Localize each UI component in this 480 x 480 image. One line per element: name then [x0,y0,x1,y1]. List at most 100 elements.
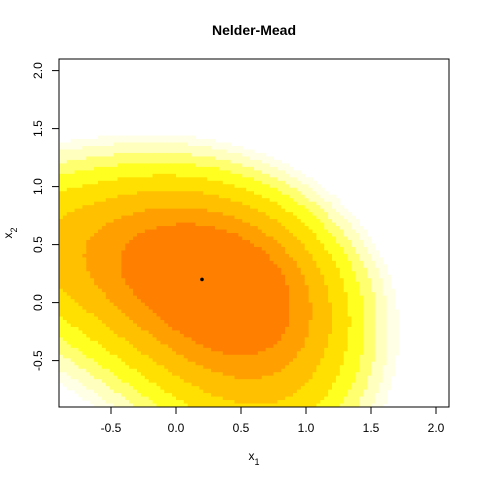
heatmap-cell [250,340,255,345]
heatmap-cell [74,285,80,290]
heatmap-cell [172,288,177,293]
heatmap-cell [304,278,310,283]
heatmap-cell [308,316,314,321]
heatmap-cell [215,299,220,304]
heatmap-cell [289,393,294,398]
heatmap-cell [234,323,239,328]
heatmap-cell [308,229,314,234]
heatmap-cell [148,365,154,370]
heatmap-cell [66,243,72,248]
heatmap-cell [183,340,189,345]
heatmap-cell [172,323,177,328]
heatmap-cell [250,194,255,199]
heatmap-cell [293,170,298,175]
heatmap-cell [269,386,275,391]
heatmap-cell [183,382,189,387]
heatmap-cell [94,316,99,321]
heatmap-cell [133,187,138,192]
heatmap-cell [70,264,76,269]
heatmap-cell [308,320,314,325]
heatmap-cell [152,361,158,366]
heatmap-cell [62,236,68,241]
heatmap-cell [148,159,154,164]
heatmap-cell [257,260,263,265]
heatmap-cell [289,337,294,342]
heatmap-cell [191,170,197,175]
heatmap-cell [273,246,278,251]
heatmap-cell [281,393,286,398]
heatmap-cell [269,271,275,276]
heatmap-cell [296,309,302,314]
heatmap-cell [183,288,189,293]
heatmap-cell [94,253,99,258]
heatmap-cell [195,285,200,290]
heatmap-cell [66,347,72,352]
heatmap-cell [152,135,158,140]
heatmap-cell [183,205,189,210]
heatmap-cell [179,340,185,345]
heatmap-cell [183,271,189,276]
heatmap-cell [168,340,173,345]
heatmap-cell [183,257,189,262]
heatmap-cell [164,400,169,405]
heatmap-cell [160,222,165,227]
heatmap-cell [137,250,142,255]
heatmap-cell [273,400,278,405]
heatmap-cell [160,177,165,182]
heatmap-cell [62,368,68,373]
heatmap-cell [90,215,95,220]
heatmap-cell [261,354,267,359]
heatmap-cell [238,201,243,206]
heatmap-cell [129,139,134,144]
heatmap-cell [316,309,321,314]
heatmap-cell [74,233,80,238]
heatmap-cell [168,302,173,307]
heatmap-cell [113,146,119,151]
heatmap-cell [117,393,122,398]
heatmap-cell [257,389,263,394]
heatmap-cell [203,166,208,171]
heatmap-cell [304,253,310,258]
heatmap-cell [160,187,165,192]
heatmap-cell [101,201,107,206]
heatmap-cell [211,365,216,370]
heatmap-cell [168,278,173,283]
heatmap-cell [281,236,286,241]
heatmap-cell [203,152,208,158]
heatmap-cell [109,299,115,304]
heatmap-cell [125,351,130,356]
heatmap-cell [152,278,158,283]
heatmap-cell [98,271,103,276]
heatmap-cell [316,215,321,220]
heatmap-cell [62,250,68,255]
heatmap-cell [86,337,91,342]
heatmap-cell [160,375,165,380]
heatmap-cell [176,295,181,300]
heatmap-cell [289,375,294,380]
heatmap-cell [74,382,80,387]
heatmap-cell [250,351,255,356]
heatmap-cell [117,215,122,220]
heatmap-cell [316,344,321,349]
heatmap-cell [308,205,314,210]
heatmap-cell [254,358,259,363]
heatmap-cell [207,382,212,387]
heatmap-cell [207,149,212,154]
heatmap-cell [242,205,247,210]
heatmap-cell [160,271,165,276]
heatmap-cell [207,146,212,151]
heatmap-cell [105,215,111,220]
heatmap-cell [94,257,99,262]
heatmap-cell [308,368,314,373]
heatmap-cell [195,233,200,238]
heatmap-cell [316,285,321,290]
heatmap-cell [113,257,119,262]
heatmap-cell [195,400,200,405]
heatmap-cell [273,278,278,283]
heatmap-cell [203,229,208,234]
heatmap-cell [242,337,247,342]
heatmap-cell [160,403,165,407]
heatmap-cell [86,166,91,171]
heatmap-cell [152,354,158,359]
heatmap-cell [133,354,138,359]
